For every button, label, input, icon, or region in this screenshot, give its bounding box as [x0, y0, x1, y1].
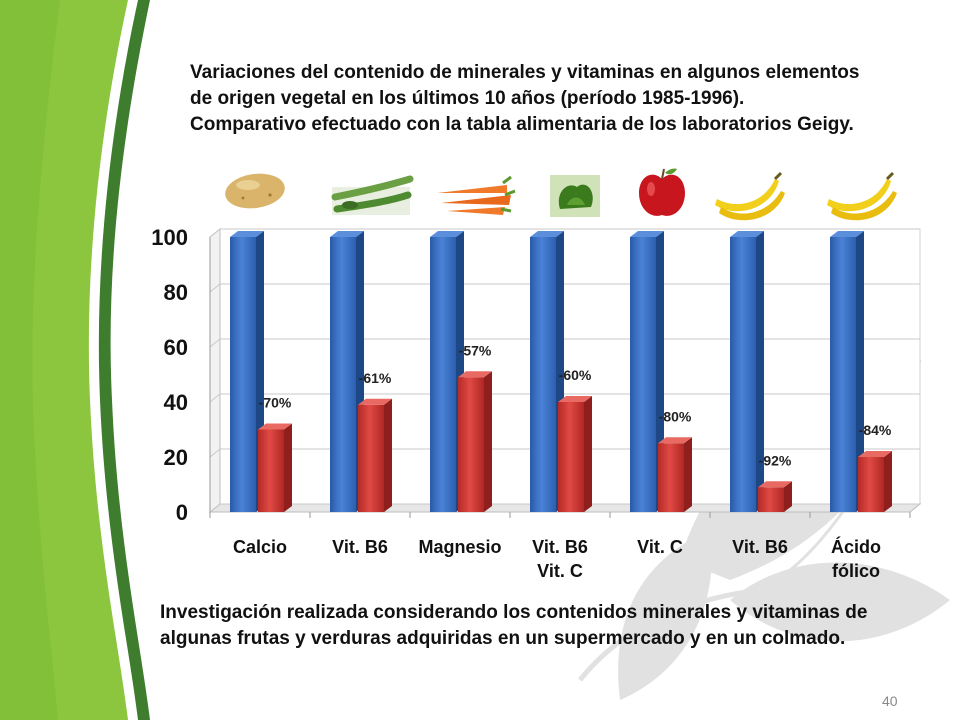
bar-1985-front — [730, 237, 756, 512]
bar-1996-top — [558, 396, 592, 402]
x-tick-label: Magnesio — [418, 537, 501, 557]
bar-1996-front — [858, 457, 884, 512]
bar-1996-front — [558, 402, 584, 512]
bar-1996-top — [458, 371, 492, 378]
bar-1996-front — [658, 443, 684, 512]
bar-1996-side — [584, 396, 592, 512]
data-label: -84% — [859, 422, 892, 438]
bar-1985-front — [430, 237, 456, 512]
bar-1996-top — [258, 423, 292, 430]
bar-1985-side — [756, 231, 764, 512]
bar-1996 — [458, 371, 492, 512]
y-tick-label: 0 — [176, 500, 188, 525]
carrots-icon — [437, 175, 516, 215]
footer-line: Investigación realizada considerando los… — [160, 602, 868, 623]
page-number: 40 — [882, 693, 898, 709]
bar-1996-top — [758, 481, 792, 488]
bar-1985-top — [530, 231, 564, 237]
bar-1985-front — [530, 237, 556, 512]
title-line: Comparativo efectuado con la tabla alime… — [190, 114, 854, 135]
slide-title: Variaciones del contenido de minerales y… — [190, 60, 940, 138]
left-green-decoration — [0, 0, 150, 720]
bar-1996 — [758, 481, 792, 512]
bar-1996-top — [858, 451, 892, 457]
y-tick-label: 20 — [164, 445, 188, 470]
gridline — [209, 338, 920, 348]
y-tick-label: 40 — [164, 390, 188, 415]
bar-1985 — [630, 231, 664, 512]
bar-1996 — [358, 398, 392, 512]
bar-1985-side — [856, 231, 864, 512]
bar-1985-front — [230, 237, 256, 512]
y-tick-label: 100 — [151, 225, 188, 250]
bar-1996-side — [484, 371, 492, 512]
x-tick-label: Vit. B6 — [732, 537, 788, 557]
x-tick-label: fólico — [832, 561, 880, 581]
bar-1996-side — [384, 398, 392, 512]
bar-1996-side — [884, 451, 892, 512]
spinach-icon — [550, 175, 600, 217]
bar-1985 — [830, 231, 864, 512]
green-beans-icon — [331, 175, 414, 215]
bars — [230, 231, 892, 512]
gridlines — [209, 228, 920, 518]
bar-1996-top — [658, 437, 692, 444]
bar-1985 — [730, 231, 764, 512]
data-labels: -70% -61% -57% -60% -80% -92% -84% — [259, 342, 892, 468]
bar-1996 — [258, 423, 292, 512]
bar-1985 — [230, 231, 264, 512]
bar-1985-top — [730, 231, 764, 237]
bar-1985-front — [830, 237, 856, 512]
x-tick-label: Calcio — [233, 537, 287, 557]
banana-icon — [827, 171, 897, 221]
data-label: -92% — [759, 452, 792, 468]
bar-1996-front — [458, 377, 484, 512]
x-tick-label: Ácido — [831, 536, 881, 557]
x-tick-label: Vit. B6 — [532, 537, 588, 557]
bar-1996-top — [358, 398, 392, 405]
x-tick-label: Vit. C — [537, 561, 583, 581]
bar-1985-top — [830, 231, 864, 237]
bar-chart: 0 20 40 60 80 100 -70% -61% -57% -60% -80% -92% -84… — [151, 225, 922, 581]
bar-1996 — [558, 396, 592, 512]
data-label: -60% — [559, 367, 592, 383]
bar-1996 — [858, 451, 892, 512]
x-tick-label: Vit. C — [637, 537, 683, 557]
bar-1985-top — [330, 231, 364, 237]
y-axis-ticks: 0 20 40 60 80 100 — [151, 225, 188, 525]
potato-icon — [225, 173, 285, 209]
bar-1985-top — [430, 231, 464, 237]
title-line: Variaciones del contenido de minerales y… — [190, 62, 860, 83]
bar-1996-front — [258, 429, 284, 512]
slide-footer-note: Investigación realizada considerando los… — [160, 600, 940, 652]
gridline — [209, 283, 920, 293]
bar-1996-front — [758, 487, 784, 512]
data-label: -61% — [359, 370, 392, 386]
bar-1996 — [658, 437, 692, 512]
plot-side-wall — [209, 227, 221, 514]
bar-1996-side — [684, 437, 692, 512]
data-label: -57% — [459, 342, 492, 358]
food-icons-row — [225, 168, 897, 221]
x-tick-label: Vit. B6 — [332, 537, 388, 557]
gridline — [209, 393, 920, 403]
bar-1985-front — [630, 237, 656, 512]
bar-1996-side — [284, 423, 292, 512]
y-tick-label: 60 — [164, 335, 188, 360]
bar-1996-front — [358, 404, 384, 512]
y-tick-label: 80 — [164, 280, 188, 305]
gridline — [209, 228, 920, 238]
bar-1985-top — [230, 231, 264, 237]
data-label: -70% — [259, 395, 292, 411]
banana-icon — [715, 171, 785, 221]
footer-line: algunas frutas y verduras adquiridas en … — [160, 628, 846, 649]
bar-1985-front — [330, 237, 356, 512]
title-line: de origen vegetal en los últimos 10 años… — [190, 88, 745, 109]
apple-icon — [639, 168, 685, 216]
bar-1985-top — [630, 231, 664, 237]
x-axis-ticks: Calcio Vit. B6 Magnesio Vit. B6 Vit. C Vit. C… — [233, 536, 881, 581]
bar-1996-side — [784, 481, 792, 512]
data-label: -80% — [659, 408, 692, 424]
